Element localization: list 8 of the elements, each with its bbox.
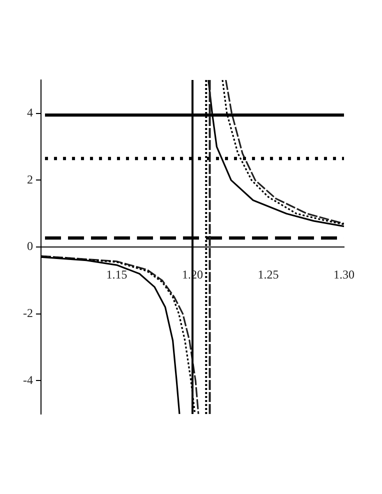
x-tick-label: 1.30 (334, 267, 354, 282)
y-tick-label: 4 (26, 106, 33, 120)
y-tick-label: 2 (26, 172, 33, 186)
y-tick-label: -2 (22, 306, 33, 320)
x-tick-label: 1.15 (106, 267, 128, 282)
y-tick-label: 0 (26, 239, 33, 254)
x-tick-label: 1.25 (258, 267, 279, 282)
y-tick-label: -4 (22, 372, 33, 387)
